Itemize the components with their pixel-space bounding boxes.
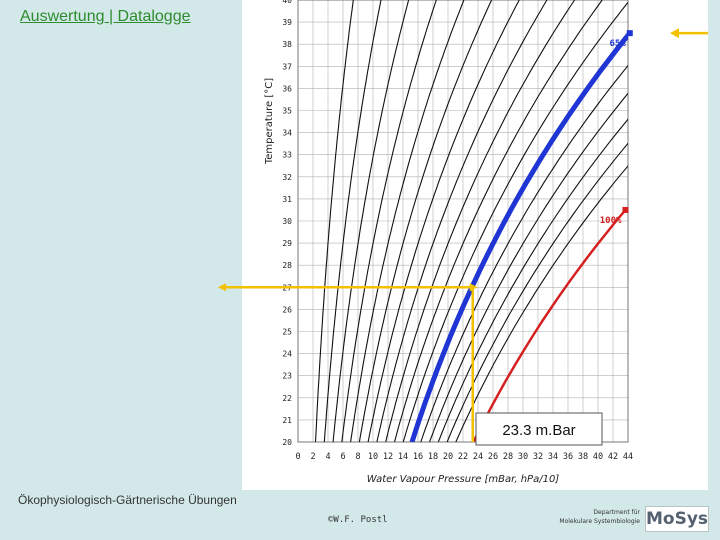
series-label: 65% [610, 39, 627, 49]
series-label: 100% [600, 216, 622, 226]
y-tick-label: 23 [282, 372, 292, 381]
department-line1: Department für [593, 509, 640, 516]
department-label: Department für Molekulare Systembiologie [538, 508, 640, 526]
guide-arrowhead [469, 283, 478, 292]
x-tick-label: 16 [413, 452, 423, 462]
rh-isoline [402, 1, 628, 442]
series-line [472, 209, 627, 442]
footer-course-title: Ökophysiologisch-Gärtnerische Übungen [18, 493, 237, 507]
rh-isoline [437, 118, 628, 442]
x-tick-label: 6 [340, 452, 345, 462]
x-tick-label: 22 [458, 452, 468, 462]
rh-isoline [332, 0, 410, 442]
x-tick-label: 32 [533, 452, 543, 462]
y-tick-label: 38 [282, 40, 292, 49]
y-tick-label: 30 [282, 217, 292, 226]
vapour-pressure-chart: 0 2 4 6 8 10 12 14 16 18 20 22 24 26 28 30 32 34 36 38 40 42 4… [264, 0, 633, 485]
rh-isoline [393, 0, 603, 442]
rh-isoline [420, 64, 628, 442]
y-tick-label: 25 [282, 328, 292, 337]
x-axis-title: Water Vapour Pressure [mBar, hPa/10] [367, 474, 560, 485]
y-tick-label: 31 [282, 195, 292, 204]
y-tick-label: 39 [282, 18, 292, 27]
y-tick-label: 21 [282, 416, 292, 425]
x-tick-label: 8 [355, 452, 360, 462]
mosys-logo: MoSys [645, 506, 709, 532]
rh-isoline [446, 142, 628, 442]
y-tick-label: 32 [282, 173, 292, 182]
department-line2: Molekulare Systembiologie [559, 518, 640, 525]
x-tick-label: 18 [428, 452, 438, 462]
annotation-text: 23.3 m.Bar [502, 422, 575, 439]
x-tick-label: 20 [443, 452, 453, 462]
x-tick-label: 28 [503, 452, 513, 462]
x-tick-label: 10 [368, 452, 378, 462]
rh-isoline [341, 0, 437, 442]
y-tick-label: 20 [282, 438, 292, 447]
x-tick-label: 44 [623, 452, 633, 462]
y-tick-label: 36 [282, 84, 292, 93]
y-tick-label: 22 [282, 394, 292, 403]
x-tick-label: 14 [398, 452, 408, 462]
y-tick-label: 35 [282, 107, 292, 116]
plot-frame [297, 0, 629, 443]
rh-isoline [376, 0, 548, 442]
y-tick-label: 37 [282, 62, 292, 71]
y-tick-label: 24 [282, 350, 292, 359]
x-tick-label: 26 [488, 452, 498, 462]
y-tick-label: 26 [282, 305, 292, 314]
chart-container: 0 2 4 6 8 10 12 14 16 18 20 22 24 26 28 30 32 34 36 38 40 42 4… [242, 0, 708, 490]
series-end-marker [626, 30, 633, 37]
x-tick-label: 42 [608, 452, 618, 462]
x-tick-label: 0 [295, 452, 300, 462]
rh-isoline [367, 0, 520, 442]
y-tick-label: 29 [282, 239, 292, 248]
x-tick-label: 40 [593, 452, 603, 462]
temperature-pointer-head [218, 283, 226, 292]
series-end-marker [622, 206, 629, 213]
rh-isoline [455, 165, 628, 442]
x-tick-label: 2 [310, 452, 315, 462]
y-tick-label: 27 [282, 283, 292, 292]
rh-isoline [428, 92, 628, 442]
x-tick-label: 4 [325, 452, 330, 462]
rh-isoline [314, 0, 354, 442]
slide-title: Auswertung | Datalogge [20, 8, 191, 25]
series-line [409, 31, 628, 442]
rh-isoline [323, 0, 382, 442]
copyright: ©W.F. Postl [328, 515, 388, 525]
y-tick-label: 28 [282, 261, 292, 270]
x-tick-label: 38 [578, 452, 588, 462]
y-axis-title: Temperature [°C] [264, 78, 275, 165]
y-tick-label: 34 [282, 129, 292, 138]
rh-isoline [385, 0, 576, 442]
x-tick-label: 24 [473, 452, 483, 462]
x-tick-label: 34 [548, 452, 558, 462]
annotation-box [475, 412, 603, 446]
rh-isoline [358, 0, 493, 442]
y-tick-label: 33 [282, 151, 292, 160]
x-tick-label: 30 [518, 452, 528, 462]
x-tick-label: 36 [563, 452, 573, 462]
rh-isoline [350, 0, 465, 442]
x-tick-label: 12 [383, 452, 393, 462]
y-tick-label: 40 [282, 0, 292, 5]
